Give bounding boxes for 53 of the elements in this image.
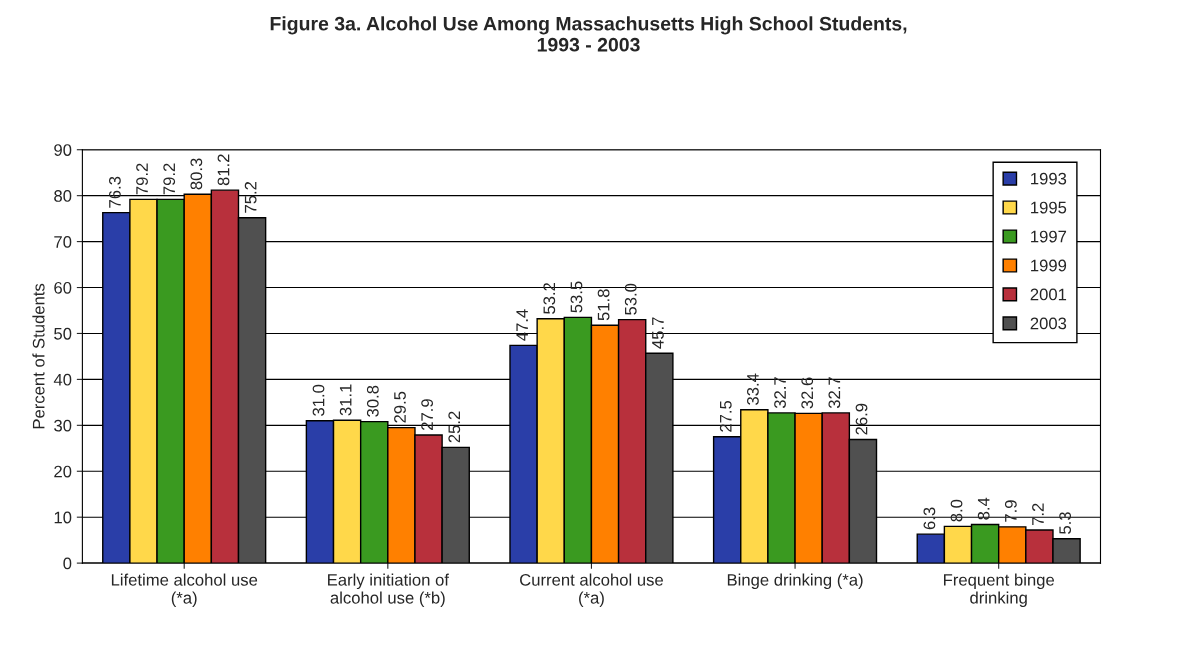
x-tick-label: Binge drinking (*a)	[727, 573, 863, 590]
data-label: 31.1	[339, 384, 352, 416]
data-label: 27.5	[719, 400, 732, 432]
data-label: 32.6	[801, 377, 814, 409]
legend-label: 2001	[1030, 288, 1067, 301]
y-tick-label: 90	[54, 144, 72, 156]
data-label: 30.8	[366, 385, 379, 417]
data-label: 26.9	[855, 403, 868, 435]
y-tick-label: 60	[54, 281, 72, 294]
data-label: 31.0	[312, 384, 325, 416]
data-label: 5.3	[1059, 512, 1072, 534]
data-label: 53.0	[624, 283, 637, 315]
data-label: 53.5	[570, 281, 583, 313]
data-label: 79.2	[163, 163, 176, 195]
data-label: 32.7	[774, 377, 786, 409]
y-tick-label: 20	[54, 465, 72, 478]
y-tick-label: 0	[63, 557, 72, 570]
data-label: 8.4	[977, 497, 990, 520]
data-label: 6.3	[923, 507, 936, 530]
legend-label: 2003	[1030, 317, 1067, 330]
data-label: 76.3	[109, 176, 121, 208]
data-label: 7.2	[1032, 503, 1044, 526]
data-label: 75.2	[244, 181, 257, 213]
data-label: 25.2	[448, 411, 461, 443]
x-tick-label: Frequent binge drinking	[944, 573, 1055, 608]
data-label: 51.8	[597, 289, 610, 321]
legend-label: 1997	[1031, 230, 1067, 243]
y-tick-label: 50	[54, 327, 72, 340]
y-tick-label: 70	[54, 235, 72, 248]
data-label: 8.0	[950, 499, 963, 522]
x-tick-label: Lifetime alcohol use (*a)	[111, 573, 258, 608]
data-label: 47.4	[516, 309, 528, 341]
data-label: 32.7	[828, 377, 841, 409]
y-tick-label: 80	[54, 190, 72, 202]
data-label: 80.3	[190, 158, 203, 190]
chart-title: Figure 3a. Alcohol Use Among Massachusetts High School Students, 1993 - 2003	[270, 16, 907, 52]
data-label: 29.5	[394, 391, 406, 423]
legend-label: 1995	[1031, 201, 1067, 214]
x-tick-label: Early initiation of alcohol use (*b)	[328, 573, 449, 608]
legend-label: 1999	[1031, 259, 1067, 272]
y-tick-label: 30	[54, 419, 72, 432]
data-label: 53.2	[543, 282, 556, 314]
y-axis-title: Percent of Students	[32, 283, 45, 429]
y-tick-label: 10	[54, 511, 72, 524]
x-tick-label: Current alcohol use (*a)	[520, 573, 663, 608]
legend-label: 1993	[1031, 172, 1067, 185]
data-label: 33.4	[747, 373, 759, 405]
data-label: 79.2	[136, 163, 148, 195]
data-label: 81.2	[217, 154, 230, 186]
data-label: 27.9	[421, 399, 434, 430]
data-label: 7.9	[1004, 500, 1017, 522]
y-tick-label: 40	[53, 373, 72, 386]
data-label: 45.7	[652, 317, 664, 349]
